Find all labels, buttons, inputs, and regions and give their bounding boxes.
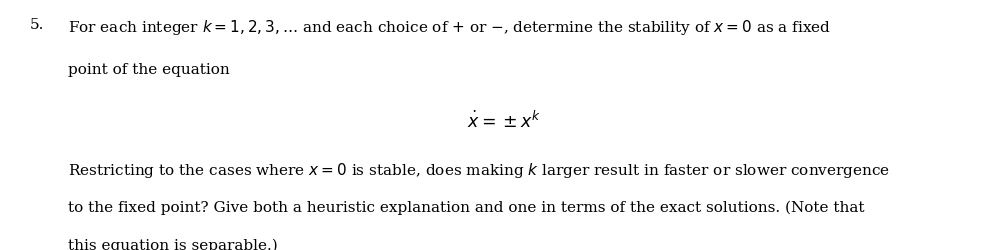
Text: to the fixed point? Give both a heuristic explanation and one in terms of the ex: to the fixed point? Give both a heuristi… — [68, 200, 865, 214]
Text: this equation is separable.): this equation is separable.) — [68, 238, 278, 250]
Text: For each integer $k = 1, 2, 3, \ldots$ and each choice of $+$ or $-$, determine : For each integer $k = 1, 2, 3, \ldots$ a… — [68, 18, 832, 36]
Text: $\dot{x} = \pm x^k$: $\dot{x} = \pm x^k$ — [466, 110, 541, 131]
Text: 5.: 5. — [30, 18, 44, 32]
Text: Restricting to the cases where $x = 0$ is stable, does making $k$ larger result : Restricting to the cases where $x = 0$ i… — [68, 160, 890, 179]
Text: point of the equation: point of the equation — [68, 62, 231, 76]
